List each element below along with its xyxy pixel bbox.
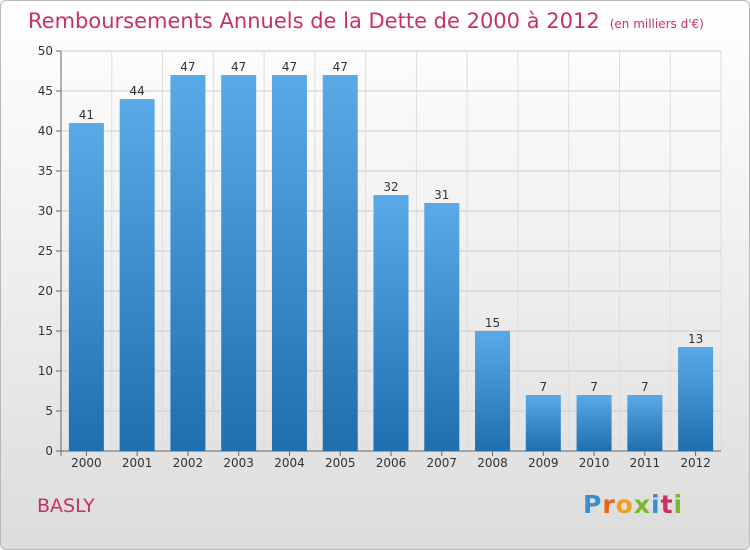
- chart-subtitle: (en milliers d'€): [609, 17, 704, 31]
- data-label-2005: 47: [333, 60, 348, 74]
- bar-2004: [271, 75, 307, 451]
- bar-2000: [68, 123, 104, 451]
- y-tick-label: 5: [45, 404, 53, 418]
- tick-labels: 0 5 10 15 20 25 30 35 40 45 50 2000 2001 2002 2003 2004…: [38, 44, 711, 470]
- bar-2011: [627, 395, 663, 451]
- bar-2012: [678, 347, 714, 451]
- chart-title: Remboursements Annuels de la Dette de 20…: [28, 9, 704, 33]
- y-tick-label: 50: [38, 44, 53, 58]
- y-tick-label: 40: [38, 124, 53, 138]
- y-tick-label: 20: [38, 284, 53, 298]
- data-label-2008: 15: [485, 316, 500, 330]
- y-tick-label: 35: [38, 164, 53, 178]
- data-label-2011: 7: [641, 380, 649, 394]
- data-labels: 41 44 47 47 47 47 32 31 15 7 7 7 13: [79, 60, 704, 394]
- data-label-2010: 7: [590, 380, 598, 394]
- bar-2003: [221, 75, 257, 451]
- bar-2005: [322, 75, 358, 451]
- bar-2006: [373, 195, 409, 451]
- x-tick-label-2005: 2005: [325, 456, 356, 470]
- y-tick-label: 15: [38, 324, 53, 338]
- x-tick-label-2010: 2010: [579, 456, 610, 470]
- data-label-2012: 13: [688, 332, 703, 346]
- data-label-2003: 47: [231, 60, 246, 74]
- data-label-2006: 32: [383, 180, 398, 194]
- data-label-2000: 41: [79, 108, 94, 122]
- bar-2007: [424, 203, 460, 451]
- x-tick-label-2008: 2008: [477, 456, 508, 470]
- x-tick-label-2007: 2007: [426, 456, 457, 470]
- bar-2009: [525, 395, 561, 451]
- x-tick-label-2003: 2003: [223, 456, 254, 470]
- bar-2001: [119, 99, 155, 451]
- data-label-2009: 7: [539, 380, 547, 394]
- x-tick-label-2000: 2000: [71, 456, 102, 470]
- x-tick-label-2009: 2009: [528, 456, 559, 470]
- data-label-2007: 31: [434, 188, 449, 202]
- bar-2002: [170, 75, 206, 451]
- data-label-2004: 47: [282, 60, 297, 74]
- x-tick-label-2011: 2011: [630, 456, 661, 470]
- x-tick-label-2004: 2004: [274, 456, 305, 470]
- data-label-2001: 44: [130, 84, 145, 98]
- bar-2008: [475, 331, 511, 451]
- y-tick-label: 10: [38, 364, 53, 378]
- y-tick-label: 25: [38, 244, 53, 258]
- bars: [68, 75, 714, 451]
- data-label-2002: 47: [180, 60, 195, 74]
- bar-2010: [576, 395, 612, 451]
- x-tick-label-2012: 2012: [680, 456, 711, 470]
- y-tick-label: 30: [38, 204, 53, 218]
- y-tick-label: 45: [38, 84, 53, 98]
- x-tick-label-2001: 2001: [122, 456, 153, 470]
- proxiti-logo: Proxiti: [583, 490, 684, 519]
- chart-title-text: Remboursements Annuels de la Dette de 20…: [28, 9, 600, 33]
- x-tick-label-2006: 2006: [376, 456, 407, 470]
- x-tick-label-2002: 2002: [173, 456, 204, 470]
- commune-name: BASLY: [37, 495, 95, 517]
- y-tick-label: 0: [45, 444, 53, 458]
